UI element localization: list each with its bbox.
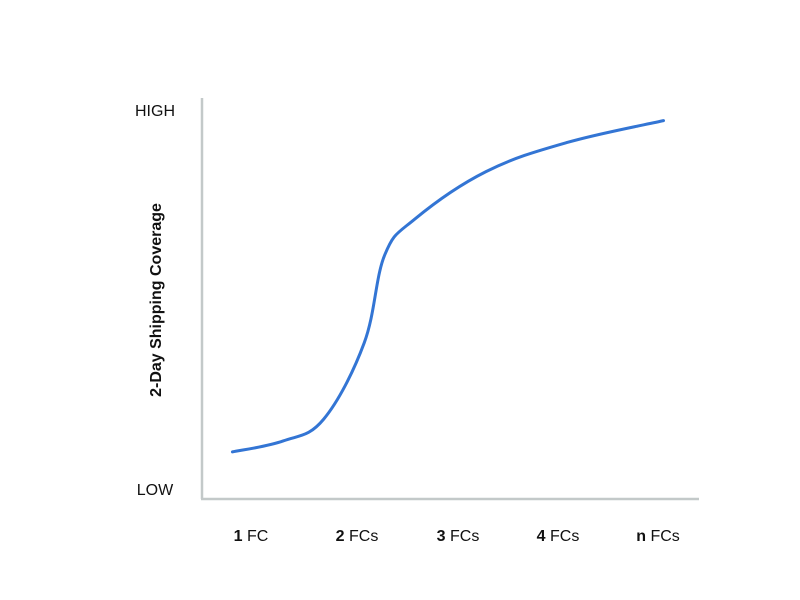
- x-tick-number: 2: [336, 528, 345, 545]
- y-tick-low: LOW: [137, 482, 174, 499]
- x-tick-label: 2 FCs: [336, 528, 379, 545]
- x-tick-label: 3 FCs: [437, 528, 480, 545]
- y-tick-high: HIGH: [135, 103, 175, 120]
- x-tick-label: 4 FCs: [537, 528, 580, 545]
- x-tick-unit: FCs: [345, 528, 379, 545]
- x-tick-label: 1 FC: [234, 528, 269, 545]
- x-tick-labels: 1 FC 2 FCs 3 FCs 4 FCs n FCs: [234, 528, 680, 545]
- x-tick-number: 1: [234, 528, 243, 545]
- series-line-coverage: [230, 119, 665, 454]
- y-axis-title: 2-Day Shipping Coverage: [148, 203, 165, 397]
- x-tick-unit: FCs: [546, 528, 580, 545]
- x-tick-unit: FCs: [646, 528, 680, 545]
- x-tick-unit: FCs: [446, 528, 480, 545]
- x-tick-number: 4: [537, 528, 546, 545]
- x-tick-label: n FCs: [636, 528, 680, 545]
- x-tick-number: 3: [437, 528, 446, 545]
- x-tick-unit: FC: [243, 528, 269, 545]
- x-tick-number: n: [636, 528, 646, 545]
